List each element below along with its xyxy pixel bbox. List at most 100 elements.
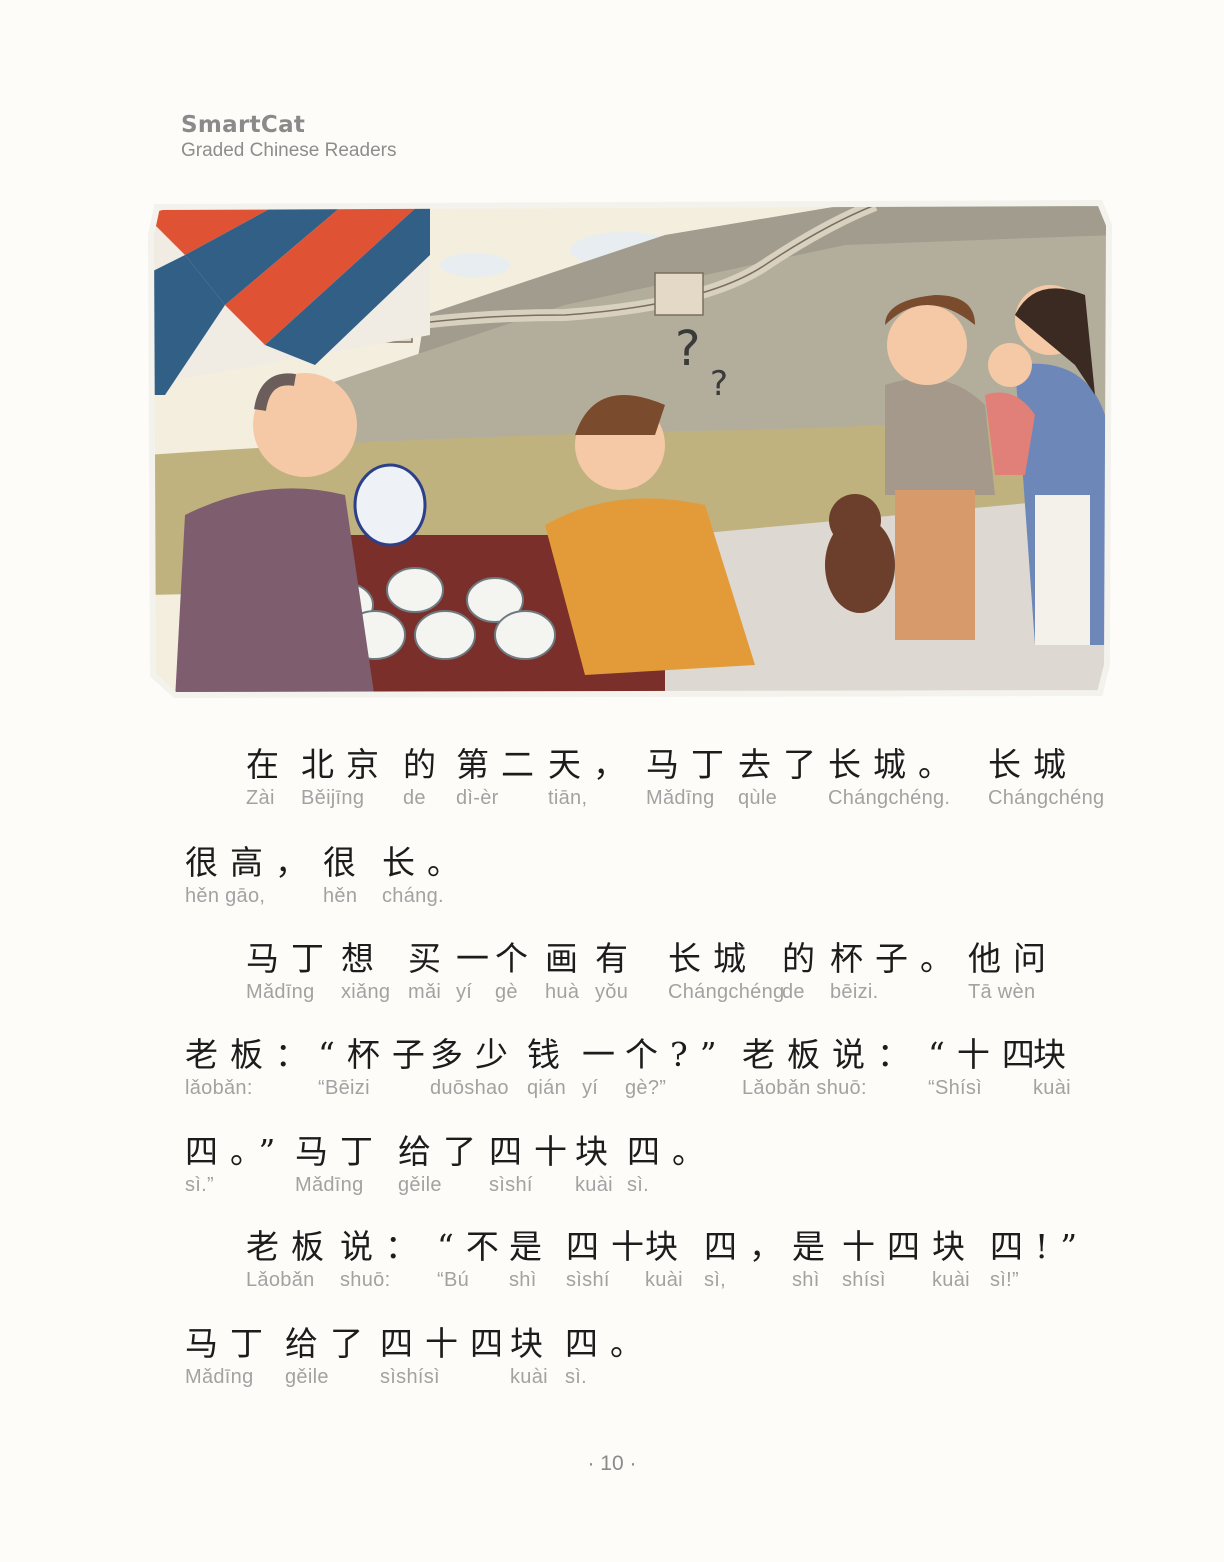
- ruby-word: 块 kuài: [510, 1324, 555, 1388]
- ruby-word: 去了 qùle: [738, 745, 828, 809]
- pinyin: Chángchéng: [988, 787, 1105, 809]
- ruby-word: 给了 gěile: [398, 1132, 488, 1196]
- hanzi: 一: [456, 939, 501, 978]
- hanzi: 马丁: [246, 939, 336, 978]
- hanzi: 杯子。: [830, 939, 965, 978]
- ruby-word: 钱 qián: [527, 1035, 572, 1099]
- hanzi: 在: [246, 745, 291, 784]
- ruby-word: 是 shì: [792, 1227, 837, 1291]
- ruby-word: 说： shuō:: [340, 1227, 430, 1291]
- pinyin: shuō:: [340, 1269, 391, 1291]
- story-illustration: ? ?: [145, 195, 1115, 700]
- ruby-word: 的 de: [782, 939, 827, 1003]
- ruby-word: 马丁 Mǎdīng: [646, 745, 736, 809]
- ruby-word: 块 kuài: [575, 1132, 620, 1196]
- ruby-word: 是 shì: [509, 1227, 554, 1291]
- pinyin: dì-èr: [456, 787, 499, 809]
- ruby-word: 马丁 Mǎdīng: [185, 1324, 275, 1388]
- ruby-word: 多少 duōshao: [430, 1035, 520, 1099]
- hanzi: 马丁: [295, 1132, 385, 1171]
- pinyin: “Bú: [437, 1269, 470, 1291]
- ruby-word: 四， sì,: [704, 1227, 794, 1291]
- pinyin: gè: [495, 981, 518, 1003]
- ruby-word: 有 yǒu: [595, 939, 640, 1003]
- series-branding: SmartCat Graded Chinese Readers: [181, 112, 396, 162]
- hanzi: 他问: [968, 939, 1058, 978]
- pinyin: sì.: [565, 1366, 588, 1388]
- pinyin: Chángchéng.: [828, 787, 951, 809]
- hanzi: 长城。: [828, 745, 963, 784]
- hanzi: 四十: [566, 1227, 656, 1266]
- pinyin: Mǎdīng: [646, 787, 715, 809]
- pinyin: tiān,: [548, 787, 588, 809]
- page-number: · 10 ·: [587, 1452, 637, 1475]
- pinyin: yí: [582, 1077, 599, 1099]
- hanzi: 的: [403, 745, 448, 784]
- ruby-word: 长城 Chángchéng: [988, 745, 1104, 809]
- hanzi: 长。: [382, 843, 472, 882]
- ruby-word: 长城 Chángchéng: [668, 939, 784, 1003]
- pinyin: Mǎdīng: [246, 981, 315, 1003]
- pinyin: sì.: [627, 1174, 650, 1196]
- pinyin: shísì: [842, 1269, 886, 1291]
- pinyin: qùle: [738, 787, 778, 809]
- hanzi: 块: [645, 1227, 690, 1266]
- hanzi: 钱: [527, 1035, 572, 1074]
- pinyin: Lǎobǎn: [246, 1269, 315, 1291]
- pinyin: kuài: [1033, 1077, 1071, 1099]
- hanzi: 马丁: [646, 745, 736, 784]
- ruby-word: 块 kuài: [1033, 1035, 1078, 1099]
- ruby-word: “杯子 “Bēizi: [318, 1035, 437, 1099]
- hanzi: 很: [323, 843, 368, 882]
- pinyin: kuài: [645, 1269, 683, 1291]
- hanzi: 给了: [285, 1324, 375, 1363]
- hanzi: 四十: [489, 1132, 579, 1171]
- hanzi: 说：: [340, 1227, 430, 1266]
- pinyin: Lǎobǎn shuō:: [742, 1077, 867, 1099]
- pinyin: Mǎdīng: [295, 1174, 364, 1196]
- hanzi: 块: [1033, 1035, 1078, 1074]
- hanzi: 四。”: [185, 1132, 288, 1171]
- hanzi: 四!”: [990, 1227, 1090, 1266]
- svg-text:?: ?: [710, 364, 728, 404]
- hanzi: 是: [509, 1227, 554, 1266]
- ruby-word: 买 mǎi: [408, 939, 453, 1003]
- hanzi: 马丁: [185, 1324, 275, 1363]
- hanzi: 四。: [627, 1132, 717, 1171]
- pinyin: kuài: [510, 1366, 548, 1388]
- hanzi: 十四: [842, 1227, 932, 1266]
- hanzi: “杯子: [318, 1035, 437, 1074]
- pinyin: sì,: [704, 1269, 727, 1291]
- hanzi: 一: [582, 1035, 627, 1074]
- pinyin: gè?”: [625, 1077, 667, 1099]
- ruby-word: 老板 Lǎobǎn: [246, 1227, 336, 1291]
- pinyin: xiǎng: [341, 981, 391, 1003]
- pinyin: hěn gāo,: [185, 885, 266, 907]
- pinyin: cháng.: [382, 885, 444, 907]
- pinyin: Mǎdīng: [185, 1366, 254, 1388]
- pinyin: kuài: [932, 1269, 970, 1291]
- hanzi: 块: [932, 1227, 977, 1266]
- pinyin: Chángchéng: [668, 981, 785, 1003]
- ruby-word: 很 hěn: [323, 843, 368, 907]
- ruby-word: 杯子。 bēizi.: [830, 939, 965, 1003]
- hanzi: 多少: [430, 1035, 520, 1074]
- ruby-word: 马丁 Mǎdīng: [246, 939, 336, 1003]
- ruby-word: 一 yí: [582, 1035, 627, 1099]
- hanzi: 长城: [668, 939, 758, 978]
- pinyin: yǒu: [595, 981, 629, 1003]
- ruby-word: 北京 Běijīng: [301, 745, 391, 809]
- hanzi: 很高，: [185, 843, 320, 882]
- pinyin: sì!”: [990, 1269, 1019, 1291]
- hanzi: 有: [595, 939, 640, 978]
- ruby-word: 个 gè: [495, 939, 540, 1003]
- pinyin: sìshí: [489, 1174, 533, 1196]
- pinyin: Běijīng: [301, 787, 365, 809]
- pinyin: lǎobǎn:: [185, 1077, 253, 1099]
- ruby-word: 很高， hěn gāo,: [185, 843, 320, 907]
- hanzi: 四十四: [380, 1324, 515, 1363]
- ruby-word: 四十 sìshí: [566, 1227, 656, 1291]
- pinyin: hěn: [323, 885, 358, 907]
- hanzi: 想: [341, 939, 386, 978]
- ruby-word: 四!” sì!”: [990, 1227, 1089, 1291]
